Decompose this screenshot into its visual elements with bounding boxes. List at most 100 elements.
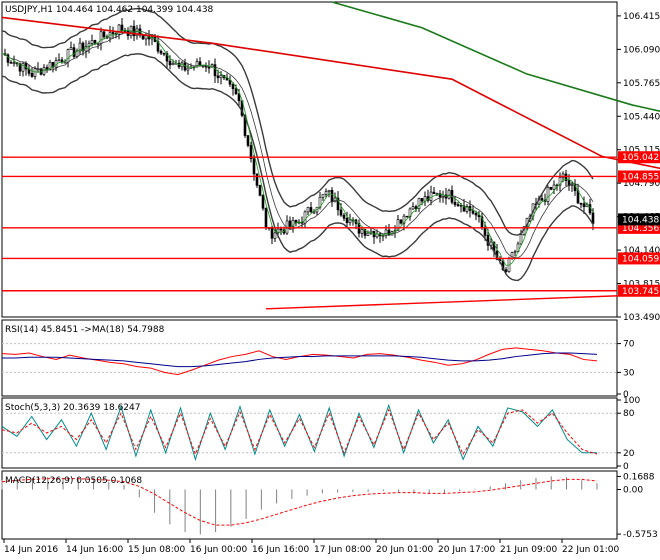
candle-body bbox=[237, 93, 241, 102]
time-tick-label: 14 Jun 2016 bbox=[4, 545, 58, 555]
candle-body bbox=[72, 47, 76, 57]
level-tag-label: 103.745 bbox=[622, 287, 659, 297]
candle-body bbox=[63, 61, 67, 64]
candle-body bbox=[216, 75, 220, 79]
candle-body bbox=[81, 42, 85, 52]
macd-tick-label: 0.00 bbox=[623, 486, 643, 496]
candle-body bbox=[279, 228, 283, 231]
price-tick-label: 105.115 bbox=[623, 146, 660, 156]
time-tick-label: 15 Jun 08:00 bbox=[128, 545, 185, 555]
rsi-pane[interactable]: RSI(14) 45.8451 ->MA(18) 54.7988 70 30 0 bbox=[1, 319, 635, 400]
candle-body bbox=[540, 198, 544, 201]
price-pane[interactable]: USDJPY,H1 104.464 104.462 104.399 104.43… bbox=[1, 1, 660, 323]
stoch-tick-label: 80 bbox=[623, 409, 635, 419]
stoch-title: Stoch(5,3,3) 20.3639 18.6247 bbox=[5, 403, 140, 413]
candle-body bbox=[51, 61, 55, 68]
candle-body bbox=[207, 66, 211, 69]
candle-body bbox=[582, 203, 586, 208]
level-tag bbox=[618, 151, 660, 164]
candle-body bbox=[291, 219, 295, 227]
candle-body bbox=[552, 184, 556, 190]
candle-body bbox=[510, 252, 514, 259]
ma-mid-line bbox=[1, 16, 660, 170]
rsi-axis: 70 30 0 bbox=[617, 340, 635, 400]
stoch-main-line bbox=[1, 403, 597, 462]
candle-body bbox=[12, 62, 16, 64]
candle-body bbox=[330, 189, 334, 203]
candle-body bbox=[366, 232, 370, 236]
price-tick-label: 104.140 bbox=[623, 246, 660, 256]
candle-body bbox=[420, 198, 424, 202]
level-tag-label: 104.356 bbox=[622, 224, 659, 234]
candle-body bbox=[417, 198, 421, 210]
price-tick-label: 106.090 bbox=[623, 45, 660, 55]
band-upper bbox=[1, 7, 594, 236]
candle-body bbox=[18, 63, 22, 72]
candle-body bbox=[231, 83, 235, 90]
candle-body bbox=[519, 234, 523, 245]
rsi-title: RSI(14) 45.8451 ->MA(18) 54.7988 bbox=[5, 325, 165, 335]
candle-body bbox=[288, 220, 292, 227]
macd-content bbox=[1, 476, 598, 535]
candle-body bbox=[78, 42, 82, 52]
candle-body bbox=[255, 173, 259, 186]
current-price-tag bbox=[618, 213, 660, 226]
candle-body bbox=[465, 206, 469, 212]
candle-body bbox=[360, 229, 364, 234]
stoch-pane[interactable]: Stoch(5,3,3) 20.3639 18.6247 100 80 20 0 bbox=[1, 396, 640, 472]
candle-body bbox=[387, 229, 391, 236]
candle-body bbox=[327, 189, 331, 192]
rsi-tick-label: 0 bbox=[623, 390, 629, 400]
candle-body bbox=[132, 25, 136, 37]
candle-body bbox=[102, 31, 106, 38]
candle-body bbox=[264, 207, 268, 228]
candle-body bbox=[120, 24, 124, 31]
candle-body bbox=[453, 201, 457, 205]
candle-body bbox=[312, 211, 316, 214]
macd-pane[interactable]: MACD(12,26,9) 0.0505 0.1068 0.1688 0.00 -0… bbox=[1, 470, 658, 540]
candle-body bbox=[48, 61, 52, 70]
candle-body bbox=[135, 28, 139, 37]
candle-body bbox=[117, 24, 121, 35]
level-tag-label: 105.042 bbox=[622, 153, 659, 163]
time-tick-label: 16 Jun 16:00 bbox=[252, 545, 309, 555]
macd-pane-frame bbox=[1, 470, 618, 540]
candle-body bbox=[177, 62, 181, 68]
macd-tick-label: -0.5753 bbox=[623, 530, 658, 540]
stoch-axis: 100 80 20 0 bbox=[617, 396, 640, 472]
candle-body bbox=[111, 32, 115, 34]
candle-body bbox=[9, 62, 13, 64]
price-content bbox=[1, 1, 660, 310]
price-tick-label: 103.815 bbox=[623, 280, 660, 290]
candle-body bbox=[87, 43, 91, 47]
candle-body bbox=[348, 219, 352, 223]
candle-body bbox=[405, 215, 409, 218]
candle-body bbox=[234, 88, 238, 95]
candle-body bbox=[195, 61, 199, 68]
candle-body bbox=[42, 67, 46, 75]
time-tick-label: 20 Jun 17:00 bbox=[438, 545, 495, 555]
symbol-readout: USDJPY,H1 104.464 104.462 104.399 104.43… bbox=[5, 5, 214, 15]
candle-body bbox=[219, 74, 223, 79]
candle-body bbox=[261, 195, 265, 209]
price-tick-label: 106.415 bbox=[623, 12, 660, 22]
candle-body bbox=[246, 135, 250, 146]
candle-body bbox=[513, 251, 517, 254]
candle-body bbox=[336, 197, 340, 211]
candle-body bbox=[456, 204, 460, 206]
price-tick-label: 104.790 bbox=[623, 179, 660, 189]
candle-body bbox=[345, 217, 349, 223]
band-lower bbox=[1, 53, 594, 282]
candle-body bbox=[474, 212, 478, 216]
current-price-label: 104.438 bbox=[622, 215, 659, 225]
candle-body bbox=[591, 212, 595, 224]
candle-body bbox=[432, 191, 436, 194]
candle-body bbox=[276, 228, 280, 234]
stoch-content bbox=[1, 403, 617, 462]
candle-body bbox=[309, 207, 313, 213]
candle-body bbox=[570, 184, 574, 186]
candle-body bbox=[33, 68, 37, 77]
candle-body bbox=[396, 219, 400, 231]
